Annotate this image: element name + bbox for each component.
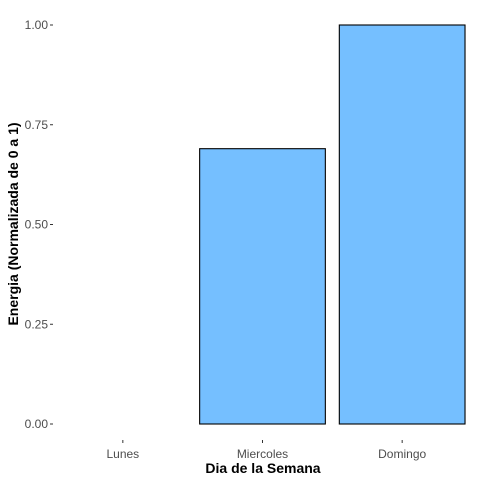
x-axis-title: Dia de la Semana	[205, 460, 320, 476]
y-tick-label: 0.50	[25, 218, 49, 232]
y-tick-label: 0.75	[25, 118, 49, 132]
y-axis-title: Energia (Normalizada de 0 a 1)	[5, 122, 21, 325]
x-tick-label: Domingo	[378, 447, 426, 461]
y-tick-label: 0.00	[25, 417, 49, 431]
y-tick-label: 1.00	[25, 18, 49, 32]
bars-group	[199, 24, 466, 425]
bar-domingo	[338, 24, 466, 425]
x-axis: Lunes Miercoles Domingo	[106, 440, 427, 461]
x-tick-label: Lunes	[106, 447, 139, 461]
x-tick-label: Miercoles	[237, 447, 288, 461]
y-axis: 0.00 0.25 0.50 0.75 1.00	[25, 18, 53, 431]
bar-miercoles	[199, 148, 326, 425]
y-tick-label: 0.25	[25, 317, 49, 331]
